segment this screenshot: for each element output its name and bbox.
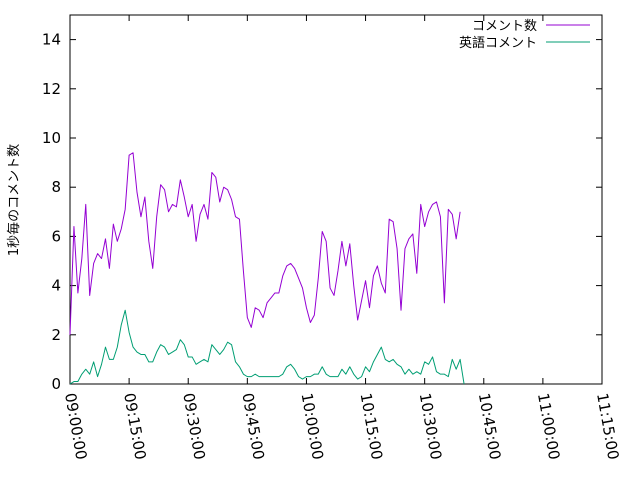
x-tick-label: 10:00:00	[298, 392, 327, 461]
x-tick-label: 11:15:00	[593, 392, 622, 461]
x-tick-label: 10:45:00	[475, 392, 504, 461]
y-tick-label: 14	[42, 31, 61, 49]
y-axis-label: 1秒毎のコメント数	[6, 144, 22, 256]
plot-border	[69, 14, 603, 385]
series-line-1	[69, 152, 461, 335]
y-tick-label: 12	[42, 80, 61, 98]
plot-frame	[69, 14, 603, 385]
y-axis: 0 2 4 6 8 10 12 14	[42, 31, 602, 393]
x-tick-label: 10:30:00	[416, 392, 445, 461]
y-tick-label: 2	[51, 326, 61, 344]
y-tick-label: 0	[51, 375, 61, 393]
x-tick-label: 09:30:00	[179, 392, 208, 461]
y-tick-label: 4	[51, 277, 61, 295]
x-tick-label: 10:15:00	[357, 392, 386, 461]
legend-label-1: コメント数	[472, 19, 537, 34]
series-lines	[69, 152, 465, 385]
x-tick-label: 09:45:00	[238, 392, 267, 461]
y-tick-label: 6	[51, 227, 61, 245]
series-line-2	[69, 309, 465, 385]
y-tick-label: 10	[42, 129, 61, 147]
x-tick-label: 11:00:00	[534, 392, 563, 461]
legend-label-2: 英語コメント	[459, 35, 537, 51]
x-tick-label: 09:15:00	[120, 392, 149, 461]
x-tick-label: 09:00:00	[61, 392, 90, 461]
x-axis: 09:00:00 09:15:00 09:30:00 09:45:00 10:00:00…	[61, 15, 622, 461]
y-tick-label: 8	[51, 178, 61, 196]
